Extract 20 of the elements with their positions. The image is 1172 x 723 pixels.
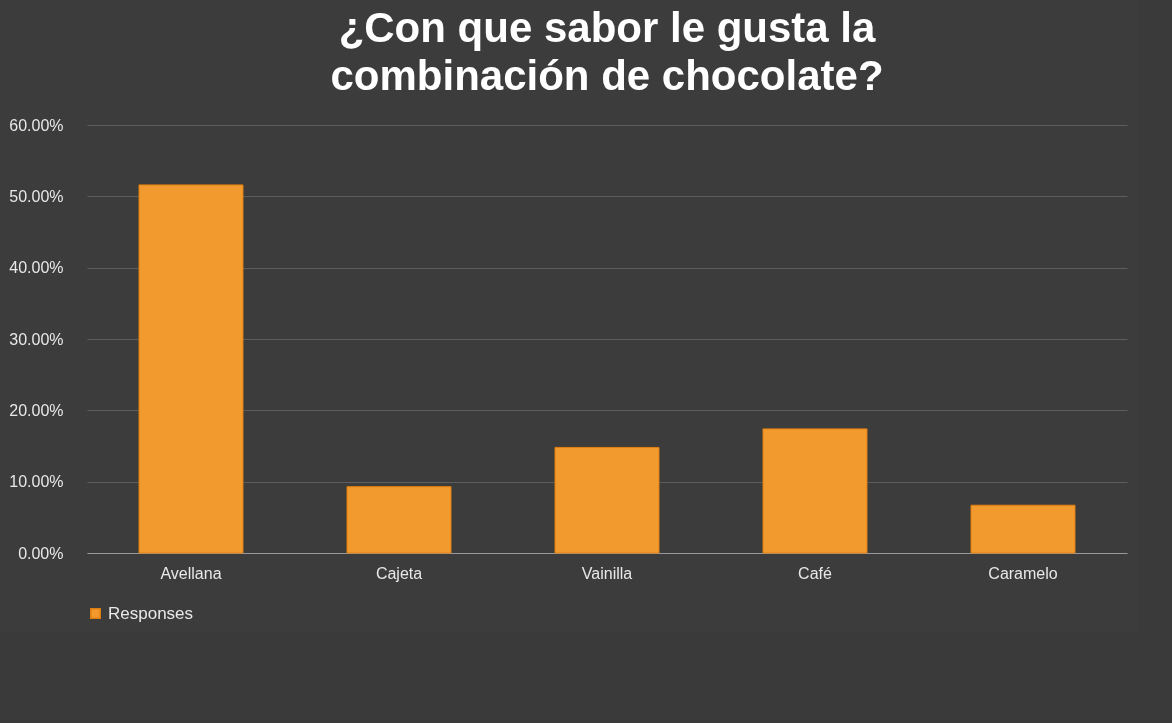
bar xyxy=(970,504,1076,554)
bar xyxy=(346,486,452,554)
y-tick-label: 20.00% xyxy=(9,401,64,419)
bar xyxy=(554,446,660,554)
y-tick-label: 10.00% xyxy=(9,473,64,491)
y-tick-label: 40.00% xyxy=(9,259,64,277)
x-tick-label: Caramelo xyxy=(988,564,1058,582)
bar xyxy=(762,428,868,554)
y-tick-label: 30.00% xyxy=(9,330,64,348)
bar xyxy=(138,184,244,554)
text: combinación de chocolate? xyxy=(330,52,884,99)
y-tick-label: 60.00% xyxy=(9,116,64,134)
x-tick-label: Avellana xyxy=(160,564,222,582)
text: ¿Con que sabor le gusta la xyxy=(338,4,876,51)
x-tick-label: Cajeta xyxy=(375,564,423,582)
x-tick-label: Café xyxy=(798,564,832,582)
y-tick-label: 50.00% xyxy=(9,187,64,205)
legend-label: Responses xyxy=(108,603,194,623)
y-tick-label: 0.00% xyxy=(18,544,64,562)
x-tick-label: Vainilla xyxy=(581,564,633,582)
